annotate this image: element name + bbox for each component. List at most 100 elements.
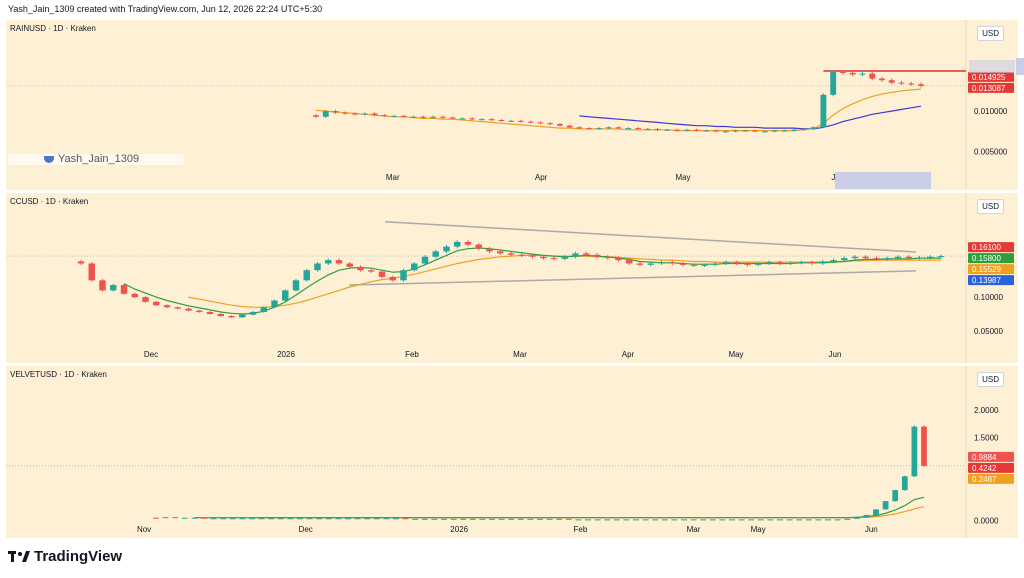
rain-candle xyxy=(752,130,759,132)
cc-candle xyxy=(733,262,740,264)
cc-x-tick-label: Dec xyxy=(144,350,158,359)
rain-candle xyxy=(391,115,397,117)
cc-lower-trendline xyxy=(348,270,917,286)
velvet-price-label: 0.2487 xyxy=(972,475,997,484)
rain-candle xyxy=(449,117,456,119)
velvet-y-tick-label: 0.0000 xyxy=(974,516,999,525)
rain-candle xyxy=(664,129,671,131)
rain-candle xyxy=(781,130,788,132)
cc-x-tick-label: Apr xyxy=(622,350,635,359)
cc-y-tick-label: 0.10000 xyxy=(974,293,1003,302)
velvet-candle xyxy=(575,519,582,521)
cc-candle xyxy=(368,270,375,272)
rain-currency-badge[interactable]: USD xyxy=(977,26,1004,41)
cc-candle xyxy=(841,258,848,261)
velvet-candle xyxy=(268,518,275,520)
tradingview-footer[interactable]: TradingView xyxy=(8,548,122,565)
velvet-candle xyxy=(805,519,812,521)
velvet-candle xyxy=(825,519,831,521)
cc-price-label: 0.16100 xyxy=(972,243,1001,252)
velvet-x-tick-label: Dec xyxy=(299,525,313,534)
cc-candle xyxy=(765,262,773,264)
velvet-candle xyxy=(172,517,179,519)
rain-price-label: 0.014925 xyxy=(972,73,1006,82)
rain-ma-fast-line xyxy=(315,88,922,132)
velvet-candle xyxy=(623,519,630,521)
rain-price-range-highlight xyxy=(969,60,1015,73)
rain-candle xyxy=(488,119,495,121)
rain-x-tick-label: Mar xyxy=(386,173,400,182)
cc-candle xyxy=(260,307,267,312)
scale-handle[interactable] xyxy=(1016,58,1024,75)
velvet-x-tick-label: 2026 xyxy=(450,525,468,534)
velvet-candle xyxy=(354,518,361,520)
rain-candle xyxy=(918,84,924,86)
velvet-candle xyxy=(652,519,659,521)
rain-price-label: 0.013087 xyxy=(972,84,1006,93)
rain-candle xyxy=(615,127,622,129)
rain-chart-panel[interactable]: RAINUSD · 1D · Kraken USD MarAprMayJun0.… xyxy=(6,20,1018,190)
cc-price-label: 0.13987 xyxy=(972,276,1001,285)
velvet-candle xyxy=(604,519,611,521)
rain-candle xyxy=(586,128,593,130)
rain-candle xyxy=(381,115,388,117)
rain-candle xyxy=(908,83,915,85)
rain-candle xyxy=(732,130,739,132)
rain-candle xyxy=(566,125,573,128)
rain-candle xyxy=(674,129,680,131)
velvet-candlestick-chart[interactable]: Nov Dec 2026 Feb Mar May Jun 2.0000 1.5000 0.0000… xyxy=(6,366,1018,538)
rain-candle xyxy=(840,72,846,74)
velvet-x-tick-label: Nov xyxy=(137,525,151,534)
velvet-candle xyxy=(757,519,764,521)
velvet-chart-panel[interactable]: VELVETUSD · 1D · Kraken USD Nov Dec 2026 Fe… xyxy=(6,366,1018,538)
rain-ma-blue-line xyxy=(579,105,922,130)
velvet-candle xyxy=(565,518,572,520)
cc-candle xyxy=(776,262,783,264)
rain-price-label-bg xyxy=(968,71,1014,82)
velvet-candle xyxy=(191,517,198,519)
velvet-candle xyxy=(594,519,601,521)
velvet-candle xyxy=(844,518,851,520)
velvet-currency-badge[interactable]: USD xyxy=(977,372,1004,387)
cc-chart-panel[interactable]: CCUSD · 1D · Kraken USD Dec 2026 Feb Mar Apr… xyxy=(6,193,1018,363)
cc-candle xyxy=(755,263,762,265)
cc-candle xyxy=(572,253,579,257)
velvet-candle xyxy=(681,519,687,521)
rain-candle xyxy=(693,129,700,131)
cc-candle xyxy=(131,293,138,298)
velvet-candle xyxy=(489,518,495,520)
velvet-x-tick-label: Mar xyxy=(687,525,701,534)
cc-candle xyxy=(540,256,547,259)
velvet-candle xyxy=(316,518,323,520)
cc-candle xyxy=(99,280,106,291)
rain-candle xyxy=(352,113,358,115)
cc-candle xyxy=(346,263,353,267)
cc-candle xyxy=(636,263,644,265)
velvet-candle xyxy=(815,519,822,521)
cc-candle xyxy=(475,244,482,249)
cc-currency-badge[interactable]: USD xyxy=(977,199,1004,214)
velvet-price-label-bg xyxy=(968,473,1014,484)
cc-candle xyxy=(679,263,687,265)
cc-candle xyxy=(894,256,902,259)
rain-candlestick-chart[interactable]: MarAprMayJun0.0100000.0050000.0149250.01… xyxy=(6,20,1018,190)
velvet-x-tick-label: Feb xyxy=(574,525,588,534)
cc-candle xyxy=(830,260,837,262)
velvet-candle xyxy=(834,519,841,521)
rain-candle xyxy=(888,80,895,83)
cc-candle xyxy=(88,263,95,281)
rain-candle xyxy=(517,120,524,122)
rain-jun-highlight xyxy=(835,172,931,189)
cc-x-tick-label: May xyxy=(728,350,743,359)
rain-candle xyxy=(683,129,690,131)
cc-candle xyxy=(626,260,633,264)
velvet-y-tick-label: 2.0000 xyxy=(974,406,999,415)
cc-candle xyxy=(454,241,461,247)
cc-price-label-bg xyxy=(968,275,1014,286)
cc-candle xyxy=(701,264,708,266)
cc-candlestick-chart[interactable]: Dec 2026 Feb Mar Apr May Jun 0.10000 0.05000 0.16… xyxy=(6,193,1018,363)
rain-candle xyxy=(761,131,768,133)
cc-candle xyxy=(615,258,622,261)
rain-candle xyxy=(410,116,417,118)
rain-symbol-title: RAINUSD · 1D · Kraken xyxy=(10,24,96,33)
